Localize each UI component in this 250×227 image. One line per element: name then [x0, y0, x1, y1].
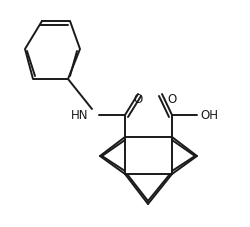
Text: O: O: [134, 93, 142, 106]
Text: HN: HN: [70, 109, 88, 122]
Text: O: O: [168, 93, 176, 106]
Text: OH: OH: [200, 109, 218, 122]
